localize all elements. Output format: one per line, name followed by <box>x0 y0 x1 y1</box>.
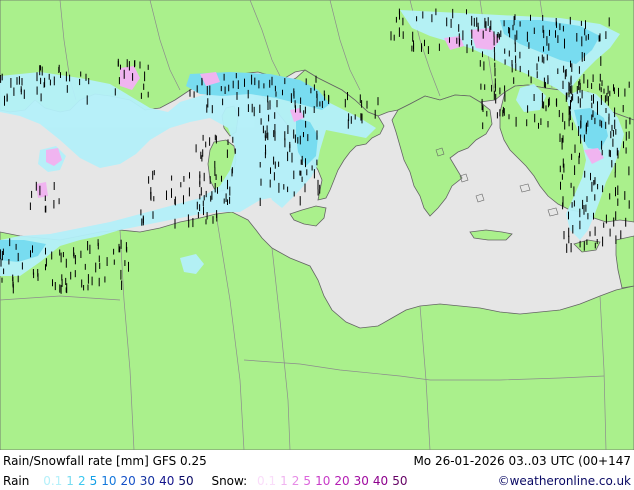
rain-scale-item: 1 <box>66 474 74 488</box>
rain-scale-item: 30 <box>139 474 156 488</box>
snow-scale-item: 5 <box>303 474 312 488</box>
map-datetime: Mo 26-01-2026 03..03 UTC (00+147 <box>413 454 631 468</box>
rain-scale-item: 50 <box>178 474 194 488</box>
rain-area-small-2 <box>180 254 204 274</box>
legend-scale-row: Rain 0.1 1 2 5 10 20 30 40 50 Snow: 0.1 1 2 5 10 20 30… <box>3 472 631 490</box>
rain-scale-item: 40 <box>159 474 175 488</box>
land-levant <box>615 235 634 289</box>
legend-footer: Rain/Snowfall rate [mm] GFS 0.25 Mo 26-0… <box>0 450 634 490</box>
land-greece <box>391 94 493 217</box>
snow-scale-item: 1 <box>280 474 288 488</box>
land-crete <box>469 229 513 241</box>
map-title: Rain/Snowfall rate [mm] GFS 0.25 <box>3 454 207 468</box>
precipitation-map <box>0 0 634 450</box>
coastline-details <box>435 147 559 217</box>
snow-scale-item: 2 <box>291 474 300 488</box>
legend-title-row: Rain/Snowfall rate [mm] GFS 0.25 Mo 26-0… <box>3 452 631 470</box>
rain-scale-item: 0.1 <box>43 474 63 488</box>
snow-scale-item: 20 <box>334 474 350 488</box>
rain-scale-item: 10 <box>101 474 117 488</box>
snow-scale-item: 30 <box>353 474 369 488</box>
land-sicily <box>289 205 327 227</box>
snow-scale: 0.1 1 2 5 10 20 30 40 50 <box>257 474 411 488</box>
land-north-africa <box>0 211 634 450</box>
rain-areas-heavier <box>0 20 608 262</box>
snow-scale-item: 50 <box>392 474 408 488</box>
rain-scale: 0.1 1 2 5 10 20 30 40 50 <box>43 474 197 488</box>
rain-scale-item: 20 <box>120 474 136 488</box>
snow-scale-item: 40 <box>372 474 389 488</box>
copyright-link[interactable]: ©weatheronline.co.uk <box>497 474 631 488</box>
snow-scale-item: 0.1 <box>257 474 277 488</box>
rain-label: Rain <box>3 474 30 488</box>
rain-scale-item: 5 <box>89 474 98 488</box>
country-borders <box>0 0 607 450</box>
snow-scale-item: 10 <box>315 474 331 488</box>
rain-scale-item: 2 <box>77 474 86 488</box>
snow-label: Snow: <box>211 474 248 488</box>
rain-area-small-3 <box>516 84 546 112</box>
precip-tick-marks <box>0 8 631 294</box>
